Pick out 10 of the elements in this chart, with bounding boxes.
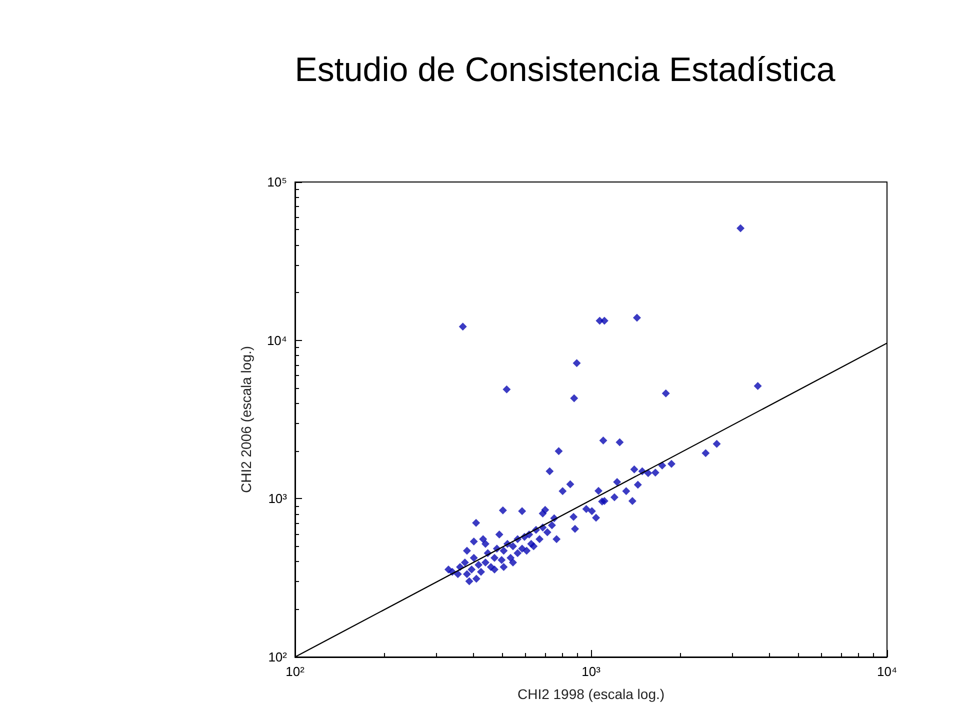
y-axis-title: CHI2 2006 (escala log.): [238, 346, 254, 494]
x-tick-label: 10³: [582, 664, 602, 679]
y-tick-label: 10⁵: [267, 174, 287, 190]
y-tick-label: 10²: [268, 650, 288, 664]
x-tick-label: 10²: [286, 664, 306, 679]
y-tick-label: 10⁴: [266, 332, 287, 348]
x-axis-title: CHI2 1998 (escala log.): [517, 686, 665, 702]
x-tick-label: 10⁴: [876, 664, 898, 679]
chart-title: Estudio de Consistencia Estadística: [294, 51, 836, 89]
y-tick-label: 10³: [268, 491, 288, 506]
